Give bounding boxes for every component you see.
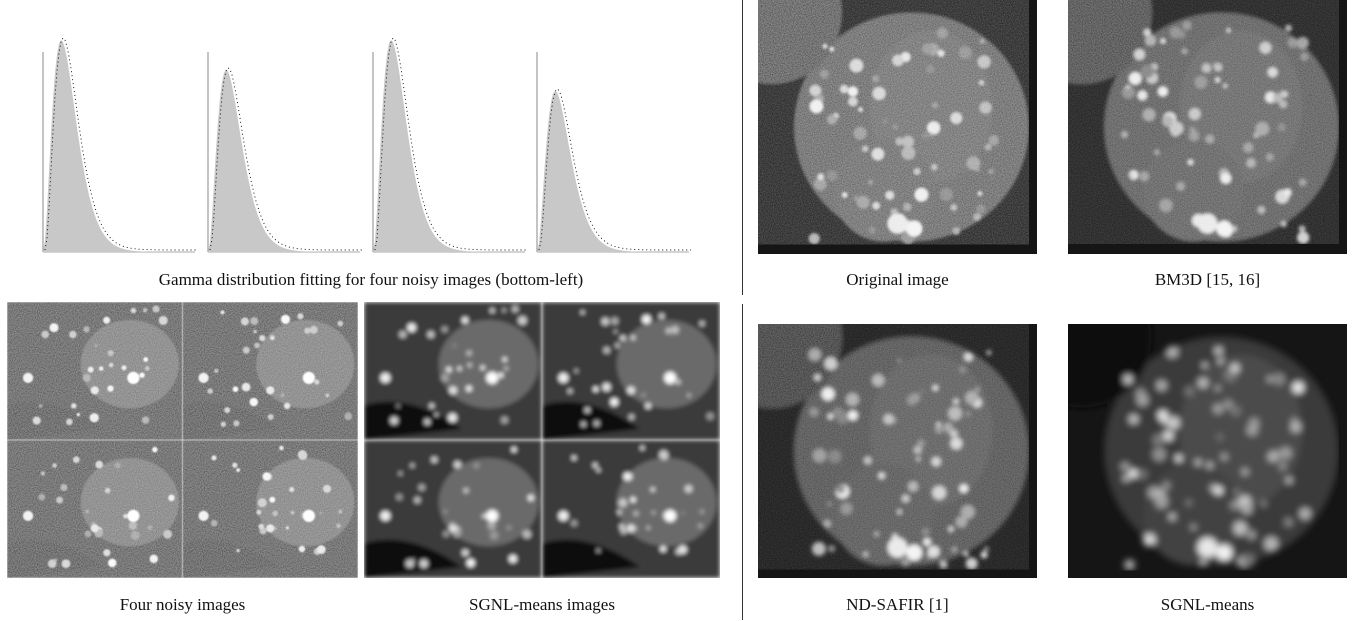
caption-sgnl: SGNL-means — [1160, 595, 1255, 614]
histogram-panels — [42, 37, 691, 253]
sgnl-images-grid — [364, 302, 720, 578]
ndsafir-image — [758, 324, 1037, 578]
grid-tile — [182, 440, 358, 578]
histogram-bars — [43, 40, 195, 252]
histogram-panel-1 — [42, 37, 197, 253]
sgnl-image — [1068, 324, 1347, 578]
grid-tile — [7, 302, 183, 440]
caption-original: Original image — [846, 270, 949, 289]
caption-ndsafir: ND-SAFIR [1] — [846, 595, 949, 614]
original-image — [758, 0, 1037, 254]
histogram-panel-2 — [207, 52, 362, 253]
histogram-bars — [208, 69, 360, 252]
sgnl-cell-images — [364, 302, 720, 578]
caption-sgnl-images: SGNL-means images — [469, 595, 615, 614]
grid-tile — [542, 302, 720, 440]
histogram-panel-3 — [372, 37, 527, 253]
histogram-bars — [373, 40, 525, 252]
grid-tile — [364, 302, 542, 440]
grid-tile — [364, 440, 542, 578]
gamma-fit-curve — [538, 88, 691, 251]
caption-four-noisy: Four noisy images — [119, 595, 246, 614]
gamma-fit-curve — [209, 67, 362, 251]
histogram-panel-4 — [536, 52, 691, 253]
bm3d-image — [1068, 0, 1347, 254]
histogram-bars — [537, 90, 689, 253]
noisy-cell-images — [7, 302, 358, 578]
vertical-divider-bottom — [742, 304, 743, 620]
noisy-images-grid — [7, 302, 358, 578]
vertical-divider-top — [742, 0, 743, 295]
gamma-histograms — [0, 0, 742, 260]
caption-gamma-fitting: Gamma distribution fitting for four nois… — [158, 270, 584, 289]
caption-bm3d: BM3D [15, 16] — [1154, 270, 1261, 289]
grid-tile — [542, 440, 720, 578]
grid-tile — [182, 302, 358, 440]
grid-tile — [7, 440, 183, 578]
